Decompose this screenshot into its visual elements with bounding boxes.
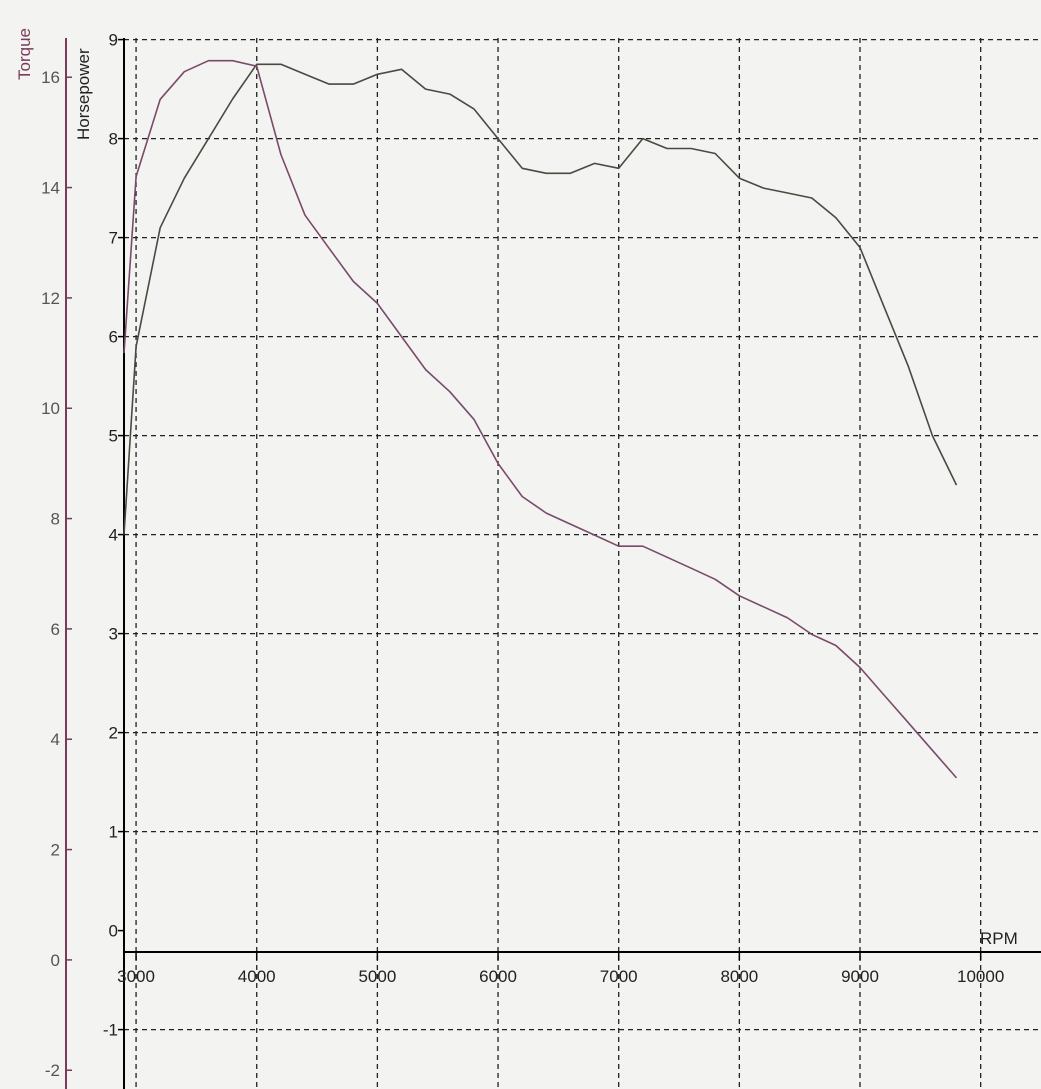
torque-tick-label: 14 bbox=[41, 179, 60, 198]
grid bbox=[124, 38, 1041, 1089]
torque-tick-label: 4 bbox=[51, 730, 60, 749]
rpm-tick-label: 8000 bbox=[720, 967, 758, 986]
torque-tick-label: -2 bbox=[45, 1061, 60, 1080]
horsepower-tick-label: 1 bbox=[109, 823, 118, 842]
horsepower-tick-label: -1 bbox=[103, 1021, 118, 1040]
x-axis-title: RPM bbox=[980, 929, 1018, 948]
rpm-tick-label: 9000 bbox=[841, 967, 879, 986]
torque-tick-label: 10 bbox=[41, 399, 60, 418]
torque-tick-label: 6 bbox=[51, 620, 60, 639]
rpm-tick-label: 7000 bbox=[600, 967, 638, 986]
rpm-tick-label: 3000 bbox=[117, 967, 155, 986]
horsepower-curve bbox=[123, 63, 958, 535]
horsepower-tick-label: 4 bbox=[109, 526, 118, 545]
horsepower-tick-label: 2 bbox=[109, 724, 118, 743]
horsepower-tick-label: 5 bbox=[109, 427, 118, 446]
series bbox=[123, 59, 958, 779]
horsepower-tick-label: 9 bbox=[109, 31, 118, 50]
torque-curve bbox=[123, 59, 958, 779]
rpm-tick-label: 10000 bbox=[957, 967, 1004, 986]
torque-tick-label: 12 bbox=[41, 289, 60, 308]
rpm-tick-label: 5000 bbox=[358, 967, 396, 986]
horsepower-axis-title: Horsepower bbox=[74, 48, 93, 140]
torque-tick-label: 0 bbox=[51, 951, 60, 970]
horsepower-tick-label: 8 bbox=[109, 130, 118, 149]
rpm-tick-label: 4000 bbox=[238, 967, 276, 986]
torque-axis-title: Torque bbox=[15, 28, 34, 80]
torque-tick-label: 8 bbox=[51, 510, 60, 529]
torque-tick-label: 16 bbox=[41, 68, 60, 87]
horsepower-tick-label: 3 bbox=[109, 625, 118, 644]
horsepower-tick-label: 7 bbox=[109, 229, 118, 248]
horsepower-tick-label: 0 bbox=[109, 922, 118, 941]
horsepower-tick-label: 6 bbox=[109, 328, 118, 347]
torque-tick-label: 2 bbox=[51, 841, 60, 860]
rpm-tick-label: 6000 bbox=[479, 967, 517, 986]
